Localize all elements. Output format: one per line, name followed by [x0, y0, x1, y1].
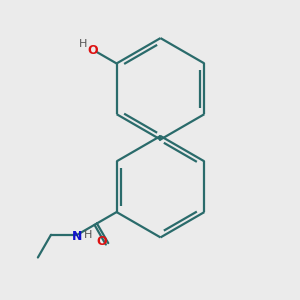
- Text: N: N: [72, 230, 83, 243]
- Text: O: O: [87, 44, 98, 57]
- Text: H: H: [79, 39, 87, 50]
- Text: H: H: [84, 230, 93, 241]
- Text: O: O: [97, 235, 107, 248]
